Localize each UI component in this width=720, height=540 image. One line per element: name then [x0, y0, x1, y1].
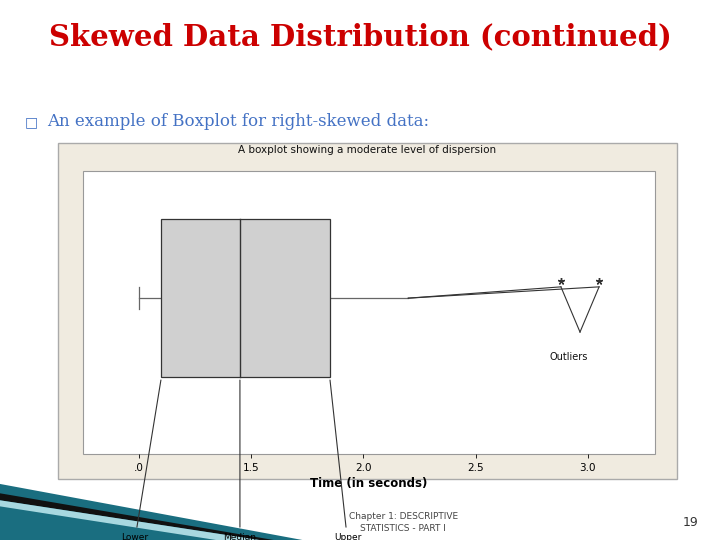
Text: Upper
quartile: Upper quartile	[330, 380, 365, 540]
Bar	[161, 219, 330, 377]
Text: Chapter 1: DESCRIPTIVE
STATISTICS - PART I: Chapter 1: DESCRIPTIVE STATISTICS - PART…	[348, 512, 458, 532]
FancyBboxPatch shape	[83, 171, 655, 454]
Text: 19: 19	[683, 516, 698, 529]
Text: A boxplot showing a moderate level of dispersion: A boxplot showing a moderate level of di…	[238, 145, 496, 155]
Text: □: □	[25, 115, 38, 129]
X-axis label: Time (in seconds): Time (in seconds)	[310, 477, 428, 490]
Polygon shape	[0, 484, 302, 540]
Text: Skewed Data Distribution (continued): Skewed Data Distribution (continued)	[49, 22, 671, 51]
FancyBboxPatch shape	[58, 143, 677, 480]
Text: Outliers: Outliers	[549, 352, 588, 362]
Text: Lower
quartile: Lower quartile	[117, 380, 161, 540]
Text: Median: Median	[223, 380, 256, 540]
Polygon shape	[0, 500, 259, 540]
Polygon shape	[0, 494, 274, 540]
Text: An example of Boxplot for right-skewed data:: An example of Boxplot for right-skewed d…	[47, 113, 429, 131]
